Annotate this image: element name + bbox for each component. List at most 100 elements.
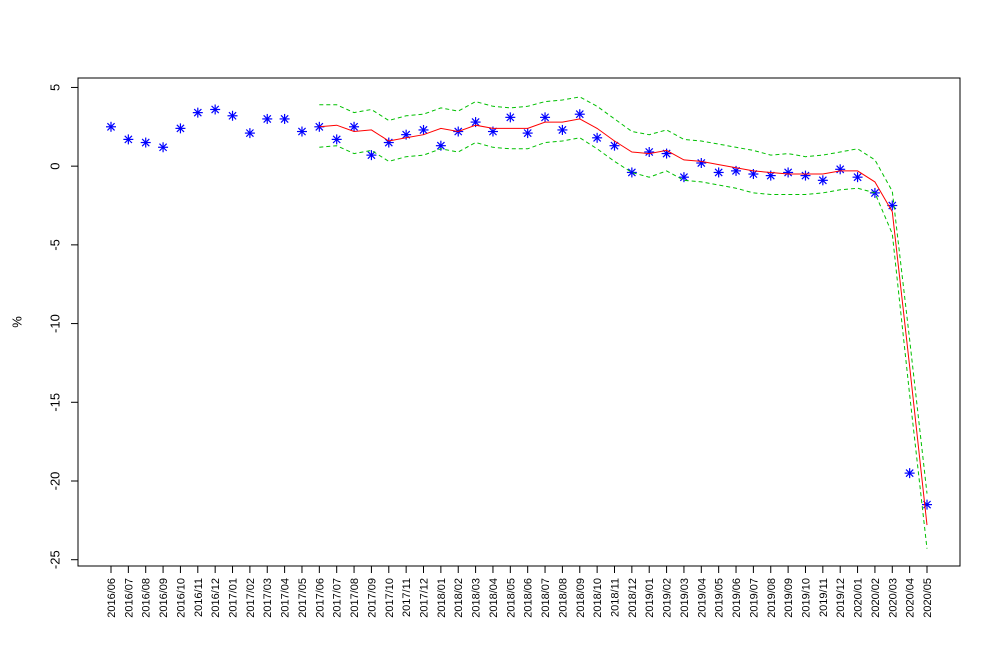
x-tick-label: 2018/04: [488, 578, 500, 618]
x-tick-label: 2019/12: [835, 578, 847, 618]
data-point: [592, 132, 603, 143]
asterisk-stroke: [610, 141, 619, 150]
x-tick-label: 2017/05: [297, 578, 309, 618]
asterisk-stroke: [714, 168, 723, 177]
data-point: [244, 128, 255, 139]
x-tick-label: 2016/08: [141, 578, 153, 618]
x-tick-label: 2016/09: [158, 578, 170, 618]
data-point: [557, 124, 568, 135]
data-point: [366, 150, 377, 161]
asterisk-stroke: [645, 147, 654, 157]
fitted-line: [319, 118, 928, 526]
data-point: [210, 104, 221, 115]
x-tick-label: 2019/07: [748, 578, 760, 618]
asterisk-stroke: [402, 130, 411, 139]
x-tick-label: 2017/12: [419, 578, 431, 618]
asterisk-stroke: [211, 105, 220, 114]
asterisk-stroke: [141, 138, 150, 147]
asterisk-stroke: [697, 158, 706, 168]
y-tick-label: 5: [47, 84, 62, 91]
asterisk-stroke: [419, 125, 428, 134]
data-point: [279, 113, 290, 124]
data-point: [852, 172, 863, 183]
x-tick-label: 2020/03: [887, 578, 899, 618]
data-point: [522, 128, 533, 139]
asterisk-stroke: [245, 129, 254, 138]
data-point: [644, 146, 655, 157]
data-point: [817, 175, 828, 186]
data-point: [349, 121, 360, 132]
asterisk-stroke: [853, 173, 862, 182]
data-point: [158, 142, 169, 153]
asterisk-stroke: [159, 143, 168, 152]
plot-frame: [77, 77, 961, 567]
asterisk-stroke: [541, 113, 550, 122]
y-tick-label: -10: [47, 314, 62, 333]
y-axis-label: %: [9, 316, 24, 328]
x-tick-label: 2018/10: [592, 578, 604, 618]
x-tick-label: 2017/04: [280, 578, 292, 618]
data-point: [748, 169, 759, 180]
y-tick-label: -5: [47, 239, 62, 251]
x-tick-label: 2018/08: [557, 578, 569, 618]
data-point: [331, 134, 342, 145]
x-tick-label: 2019/03: [679, 578, 691, 618]
x-tick-label: 2017/02: [245, 578, 257, 618]
x-tick-label: 2020/05: [922, 578, 934, 618]
x-tick-label: 2016/06: [106, 578, 118, 618]
x-tick-label: 2017/06: [314, 578, 326, 618]
y-tick-label: -20: [47, 472, 62, 491]
data-point: [835, 164, 846, 175]
x-tick-label: 2017/08: [349, 578, 361, 618]
asterisk-stroke: [471, 118, 480, 127]
band-line: [319, 96, 928, 494]
band-line: [319, 137, 928, 549]
data-point: [296, 126, 307, 137]
x-tick-label: 2017/03: [262, 578, 274, 618]
y-tick-label: 0: [47, 163, 62, 170]
data-point: [731, 165, 742, 176]
x-tick-label: 2018/09: [575, 578, 587, 618]
data-point: [505, 112, 516, 123]
data-point: [609, 140, 620, 151]
x-tick-label: 2018/05: [505, 578, 517, 618]
x-tick-label: 2016/07: [123, 578, 135, 618]
asterisk-stroke: [593, 133, 602, 142]
data-point: [192, 107, 203, 118]
asterisk-stroke: [263, 114, 272, 123]
data-point: [783, 167, 794, 178]
asterisk-stroke: [297, 127, 306, 136]
data-point: [922, 499, 933, 510]
asterisk-stroke: [905, 469, 914, 478]
data-point: [696, 158, 707, 169]
data-point: [800, 170, 811, 181]
asterisk-stroke: [367, 151, 376, 160]
x-tick-label: 2016/11: [193, 578, 205, 617]
x-tick-label: 2019/05: [714, 578, 726, 618]
data-point: [540, 112, 551, 123]
x-tick-label: 2017/11: [401, 578, 413, 617]
y-tick-label: -15: [47, 393, 62, 412]
x-tick-label: 2017/10: [384, 578, 396, 618]
data-point: [140, 137, 151, 148]
x-tick-label: 2019/09: [783, 578, 795, 618]
asterisk-stroke: [818, 176, 827, 185]
asterisk-stroke: [506, 113, 515, 122]
x-tick-label: 2018/11: [609, 578, 621, 617]
x-tick-label: 2019/02: [662, 578, 674, 618]
x-tick-label: 2020/02: [870, 578, 882, 618]
x-tick-label: 2016/12: [210, 578, 222, 618]
asterisk-stroke: [749, 170, 758, 179]
asterisk-stroke: [488, 127, 497, 136]
asterisk-stroke: [106, 122, 116, 131]
asterisk-stroke: [176, 124, 185, 133]
x-tick-label: 2020/01: [853, 578, 865, 618]
x-tick-label: 2018/03: [471, 578, 483, 618]
x-tick-label: 2019/08: [766, 578, 778, 618]
asterisk-stroke: [523, 129, 532, 138]
asterisk-stroke: [124, 135, 133, 144]
data-point: [418, 124, 429, 135]
x-tick-label: 2017/01: [228, 578, 240, 618]
data-point: [713, 167, 724, 178]
x-tick-label: 2019/11: [818, 578, 830, 617]
